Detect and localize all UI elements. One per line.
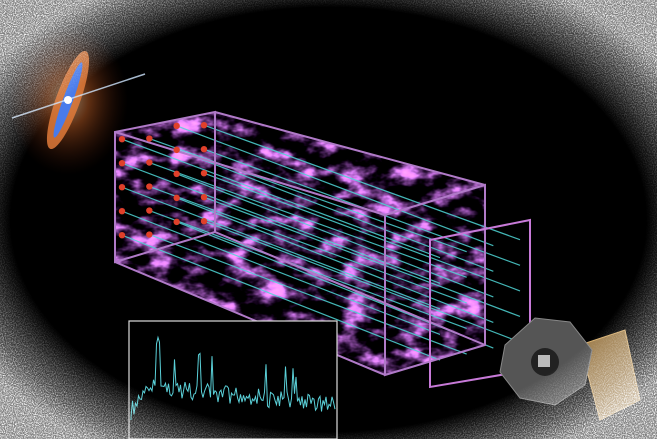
illustration [0,0,657,439]
vignette-glow [0,0,657,439]
page: (() => { const data = JSON.parse(documen… [0,0,657,439]
